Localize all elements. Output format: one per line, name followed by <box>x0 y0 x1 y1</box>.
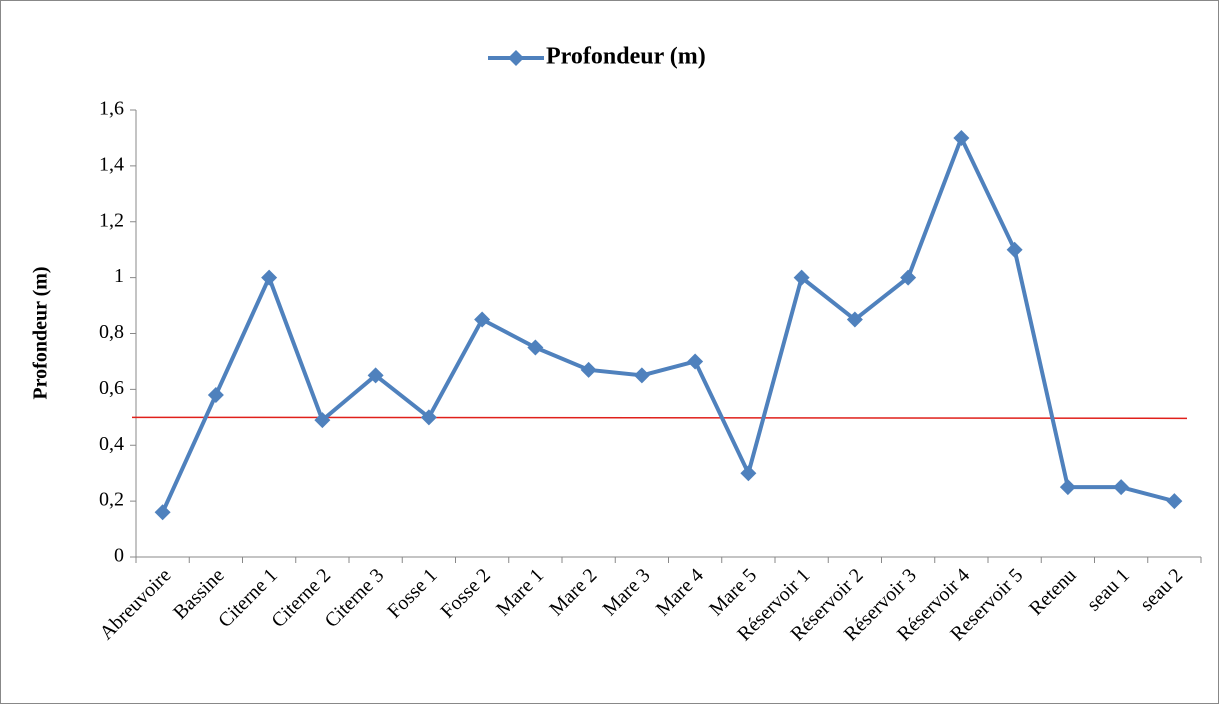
point-marker <box>207 386 224 403</box>
point-marker <box>474 311 491 328</box>
point-marker <box>314 412 331 429</box>
legend-label: Profondeur (m) <box>546 44 706 70</box>
point-marker <box>1166 493 1183 510</box>
y-tick-label: 1,6 <box>99 98 124 120</box>
point-marker <box>154 504 171 521</box>
point-marker <box>367 367 384 384</box>
point-marker <box>1006 241 1023 258</box>
point-marker <box>527 339 544 356</box>
y-tick-label: 0,6 <box>99 377 124 399</box>
legend-marker <box>508 50 524 66</box>
point-marker <box>740 465 757 482</box>
point-marker <box>687 353 704 370</box>
point-marker <box>261 269 278 286</box>
point-marker <box>1059 479 1076 496</box>
point-marker <box>953 129 970 146</box>
y-tick-label: 0,8 <box>99 321 124 343</box>
y-axis-title: Profondeur (m) <box>30 266 52 399</box>
point-marker <box>420 409 437 426</box>
point-marker <box>846 311 863 328</box>
series-line <box>160 135 1175 514</box>
point-marker <box>1113 479 1130 496</box>
y-tick-label: 0 <box>114 545 124 567</box>
point-marker <box>633 367 650 384</box>
point-marker <box>580 361 597 378</box>
y-tick-label: 1,4 <box>99 153 124 175</box>
point-marker <box>900 269 917 286</box>
y-tick-label: 1,2 <box>99 209 124 231</box>
y-tick-label: 0,2 <box>99 489 124 511</box>
y-tick-label: 0,4 <box>99 433 124 455</box>
y-tick-label: 1 <box>114 265 124 287</box>
reference-line <box>131 416 1188 420</box>
point-marker <box>793 269 810 286</box>
